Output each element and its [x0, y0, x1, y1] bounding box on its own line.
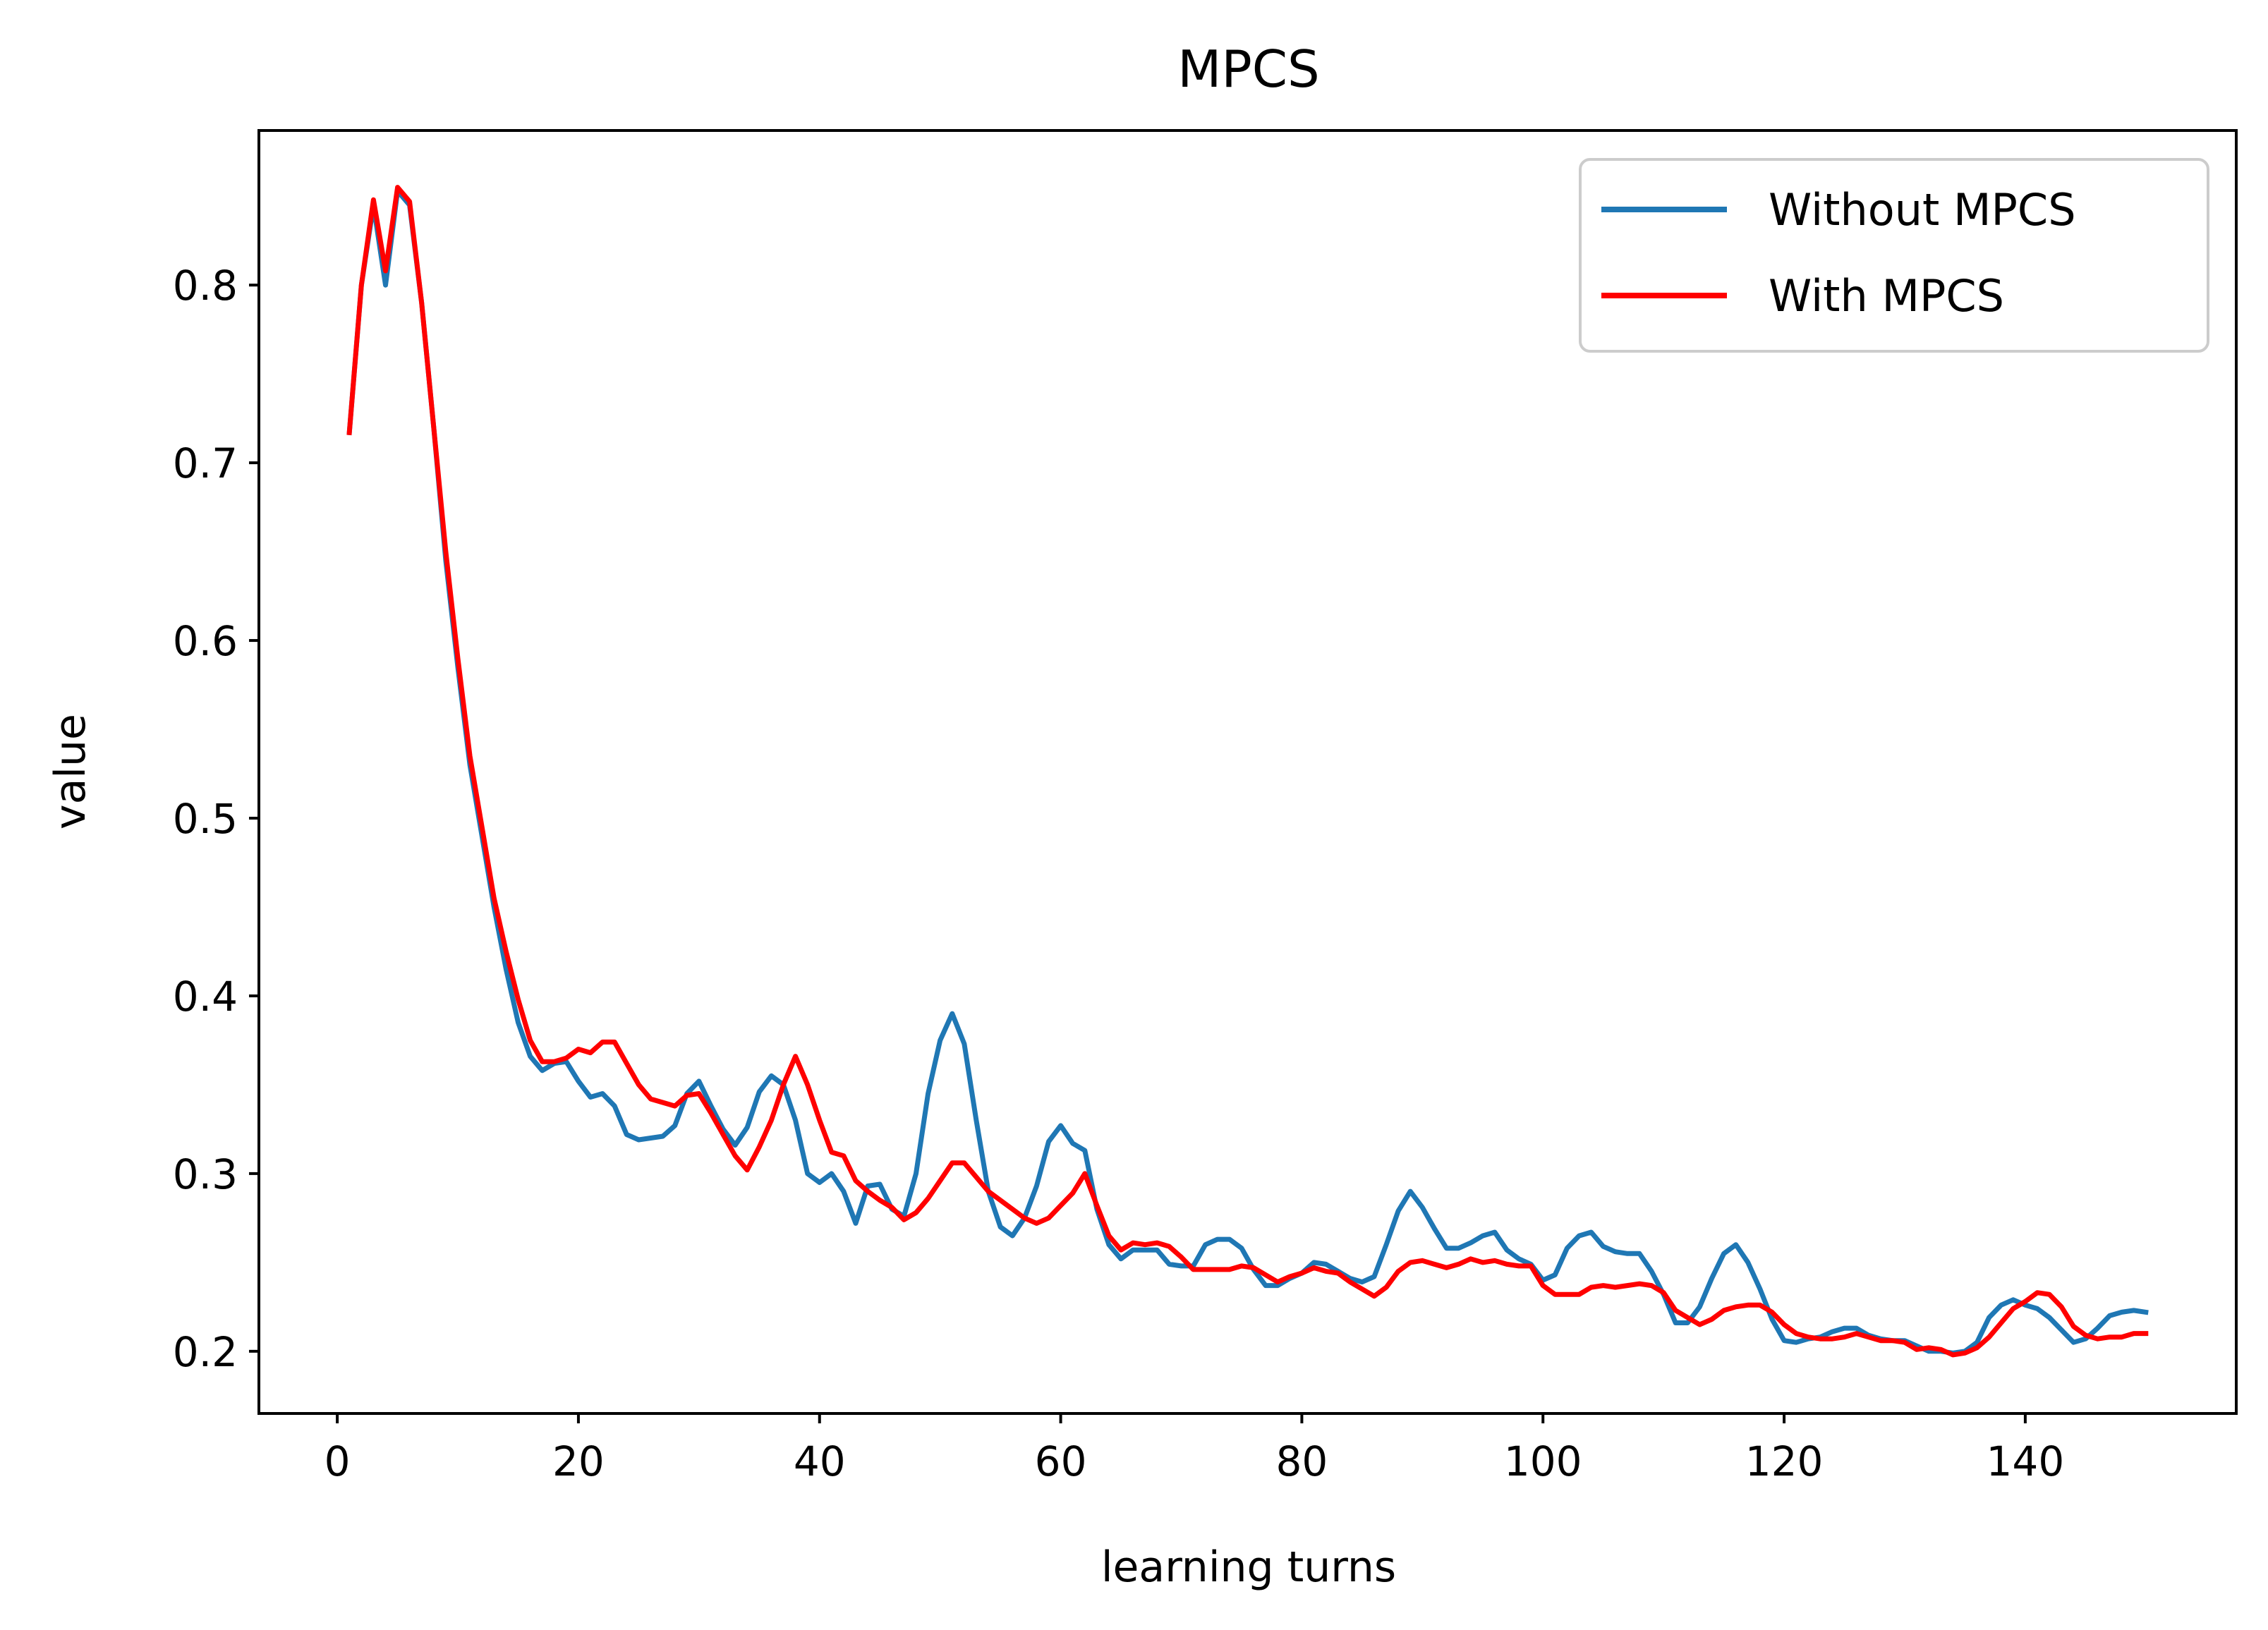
series-line-without-mpcs: [346, 188, 2149, 1356]
x-axis-label: learning turns: [1101, 1543, 1396, 1592]
x-tick-label: 120: [1745, 1437, 1824, 1485]
series-line-with-mpcs: [346, 185, 2149, 1358]
y-tick-label: 0.7: [173, 439, 238, 487]
x-tick-label: 20: [552, 1437, 605, 1485]
x-tick-label: 100: [1504, 1437, 1582, 1485]
y-tick-label: 0.5: [173, 795, 238, 843]
y-axis: 0.2 0.3 0.4 0.5 0.6 0.7 0.8: [173, 262, 259, 1376]
legend-box: [1579, 158, 2209, 353]
y-tick-label: 0.6: [173, 617, 238, 665]
x-tick-label: 80: [1276, 1437, 1328, 1485]
plot-frame: [257, 129, 2238, 1415]
legend: Without MPCS With MPCS: [1579, 158, 2209, 353]
chart-title: MPCS: [1177, 39, 1320, 99]
x-axis: 0 20 40 60 80 100 120 140: [325, 1413, 2065, 1485]
x-tick-label: 140: [1987, 1437, 2065, 1485]
y-tick-label: 0.2: [173, 1328, 238, 1376]
legend-label-with-mpcs: With MPCS: [1769, 270, 2004, 322]
x-tick-label: 40: [794, 1437, 846, 1485]
x-tick-label: 0: [325, 1437, 351, 1485]
series-lines: [346, 185, 2149, 1358]
y-tick-label: 0.3: [173, 1150, 238, 1198]
legend-label-without-mpcs: Without MPCS: [1769, 184, 2076, 236]
y-axis-label: value: [46, 714, 95, 829]
y-tick-label: 0.4: [173, 973, 238, 1021]
y-tick-label: 0.8: [173, 262, 238, 310]
x-tick-label: 60: [1035, 1437, 1087, 1485]
